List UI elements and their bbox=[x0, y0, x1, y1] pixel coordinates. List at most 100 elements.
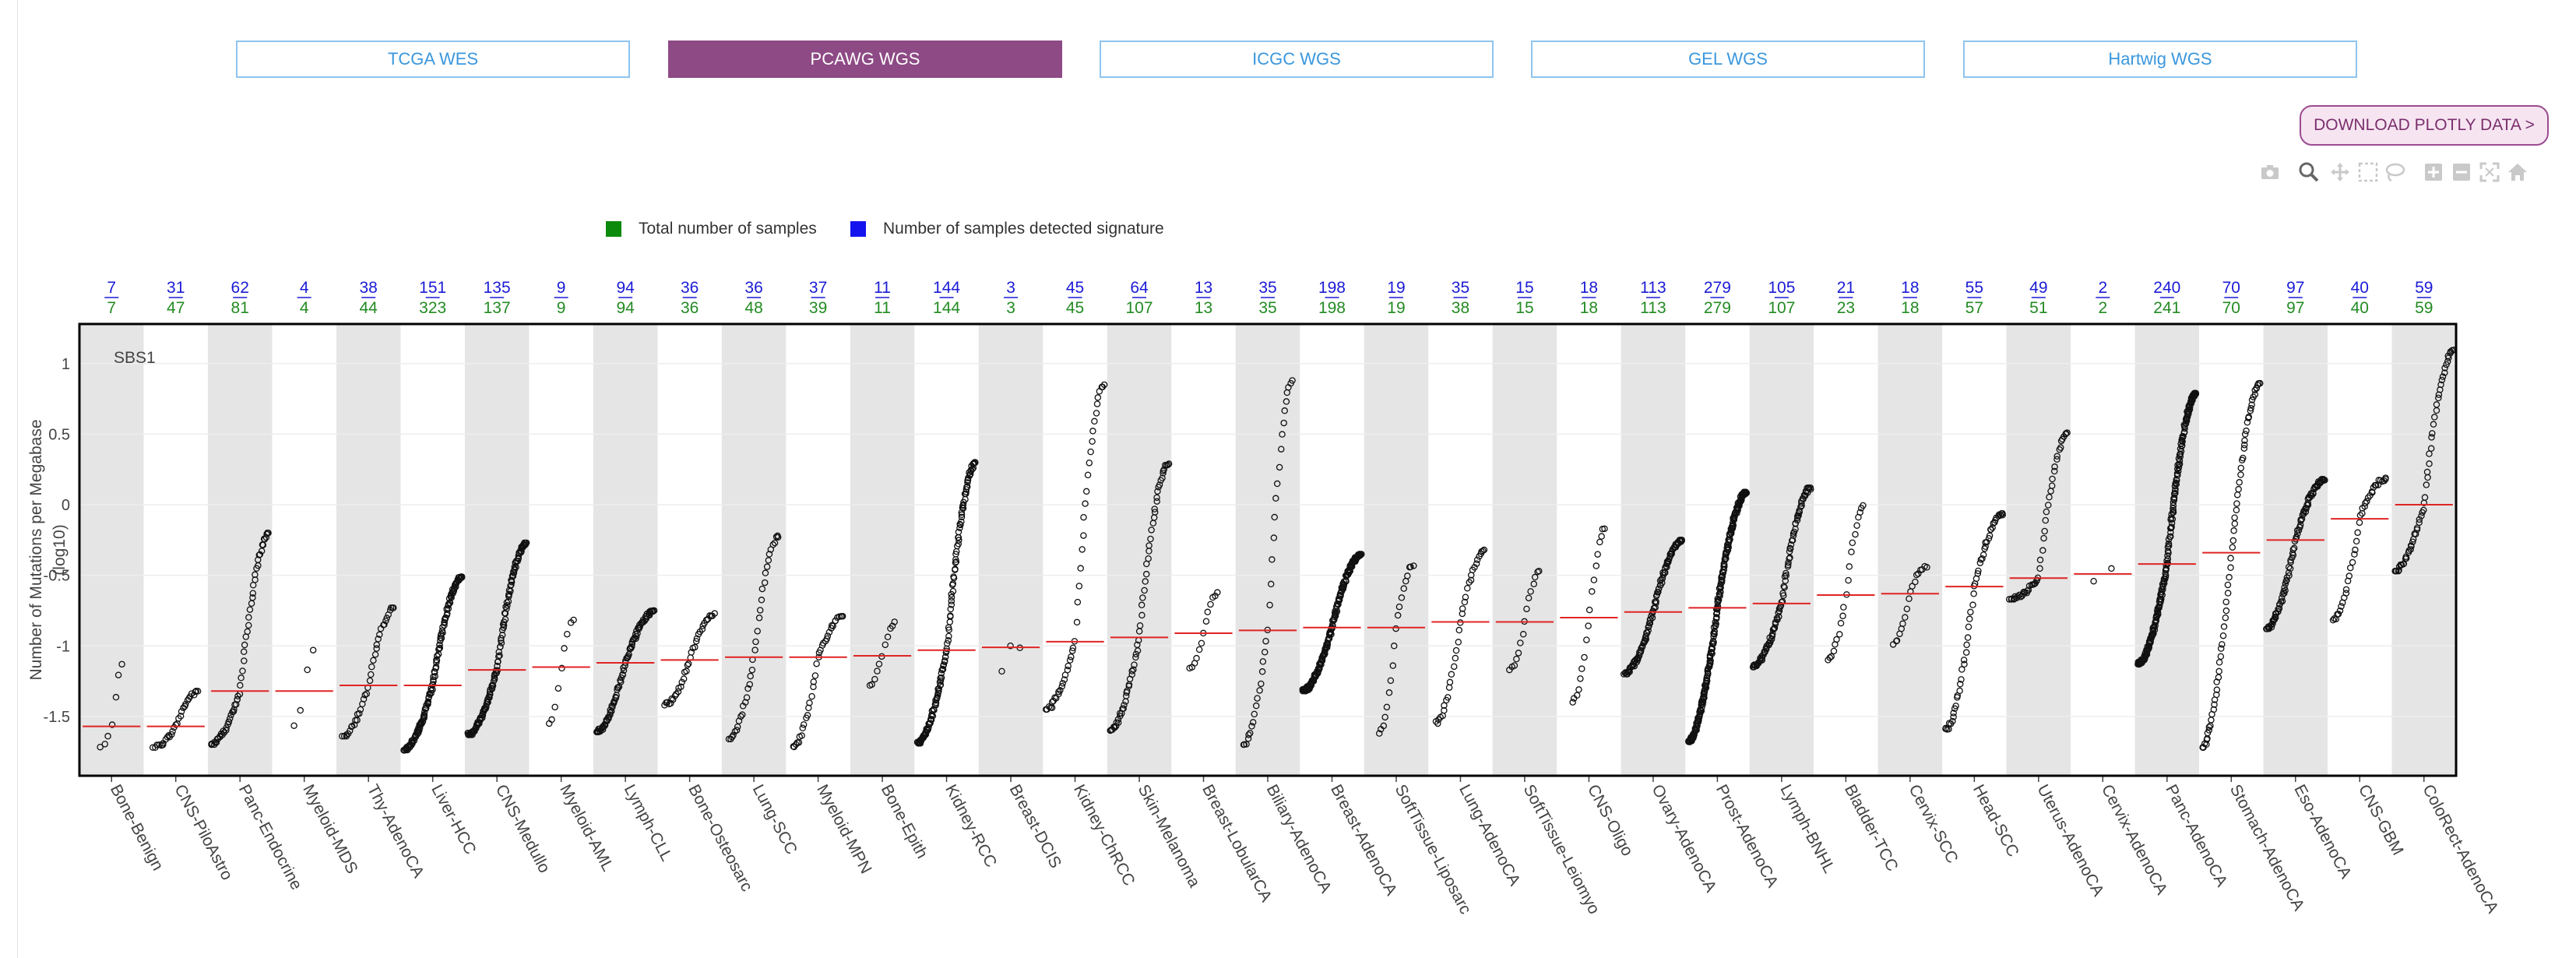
sample-point bbox=[1398, 594, 1406, 601]
sample-point bbox=[2245, 413, 2253, 421]
sample-point bbox=[1057, 687, 1064, 694]
sample-point bbox=[2346, 564, 2354, 572]
box-select-icon[interactable] bbox=[2356, 160, 2380, 184]
tab-icgc-wgs[interactable]: ICGC WGS bbox=[1100, 41, 1494, 78]
sample-point bbox=[2363, 498, 2370, 505]
total-count: 9 bbox=[557, 299, 566, 317]
sample-point bbox=[225, 718, 232, 725]
sample-point bbox=[1837, 619, 1845, 627]
reset-home-icon[interactable] bbox=[2506, 160, 2529, 184]
zoom-in-icon[interactable] bbox=[2422, 160, 2445, 184]
sample-point bbox=[1967, 608, 1974, 616]
tab-tcga-wes[interactable]: TCGA WES bbox=[236, 41, 630, 78]
sample-point bbox=[498, 635, 505, 642]
total-count: 39 bbox=[809, 299, 827, 317]
sample-point bbox=[762, 569, 769, 576]
category-band bbox=[721, 324, 787, 776]
sample-point bbox=[663, 699, 671, 706]
sample-point bbox=[964, 479, 971, 486]
sample-point bbox=[1147, 535, 1154, 543]
sample-point bbox=[2048, 482, 2056, 489]
sample-point bbox=[444, 610, 451, 617]
sample-point bbox=[2219, 641, 2226, 648]
sample-point bbox=[1950, 713, 1957, 720]
sample-point bbox=[2224, 590, 2232, 597]
sample-point bbox=[1165, 460, 1173, 467]
sample-point bbox=[674, 688, 682, 696]
sample-point bbox=[811, 672, 819, 679]
sample-point bbox=[1598, 533, 1605, 540]
sample-point bbox=[2215, 667, 2222, 675]
legend-detected-samples[interactable]: Number of samples detected signature bbox=[850, 220, 1164, 238]
sample-point bbox=[1073, 618, 1081, 626]
sample-point bbox=[2289, 546, 2297, 553]
sample-point bbox=[1950, 710, 1957, 717]
sample-point bbox=[428, 689, 435, 697]
sample-point bbox=[884, 633, 892, 641]
sample-point bbox=[177, 713, 185, 720]
sample-points-softtissue-leiomyo bbox=[1506, 567, 1543, 674]
sample-point bbox=[1455, 639, 1462, 646]
x-tick-label: Bone-Osteosarc bbox=[684, 782, 756, 895]
y-tick-label: 0.5 bbox=[48, 426, 70, 443]
sample-point bbox=[1385, 689, 1393, 696]
detected-count: 31 bbox=[167, 279, 185, 297]
sample-point bbox=[944, 639, 951, 647]
sample-point bbox=[1594, 551, 1601, 558]
sample-point bbox=[1960, 657, 1968, 664]
tab-hartwig-wgs[interactable]: Hartwig WGS bbox=[1963, 41, 2357, 78]
legend-total-samples[interactable]: Total number of samples bbox=[606, 220, 817, 238]
autoscale-icon[interactable] bbox=[2478, 160, 2501, 184]
sample-point bbox=[628, 643, 635, 650]
sample-point bbox=[2173, 476, 2180, 484]
sample-point bbox=[2356, 519, 2363, 527]
sample-point bbox=[2310, 490, 2317, 498]
detected-count: 59 bbox=[2415, 279, 2433, 297]
sample-point bbox=[950, 573, 957, 580]
sample-point bbox=[2164, 544, 2172, 551]
sample-point bbox=[2163, 562, 2170, 569]
sample-point bbox=[1961, 660, 1968, 668]
sample-point bbox=[1069, 644, 1077, 652]
sample-point bbox=[1407, 563, 1414, 571]
camera-icon[interactable] bbox=[2258, 160, 2282, 184]
sample-point bbox=[2222, 607, 2230, 615]
sample-point bbox=[1795, 512, 1802, 520]
sample-point bbox=[2168, 523, 2175, 530]
tab-pcawg-wgs[interactable]: PCAWG WGS bbox=[668, 41, 1062, 78]
zoom-icon[interactable] bbox=[2297, 160, 2321, 184]
pan-icon[interactable] bbox=[2328, 160, 2352, 184]
sample-point bbox=[711, 610, 718, 617]
sample-points-biliary-adenoca bbox=[1240, 377, 1296, 748]
sample-point bbox=[1577, 675, 1584, 682]
lasso-icon[interactable] bbox=[2383, 160, 2406, 184]
total-count: 23 bbox=[1837, 299, 1855, 317]
sample-point bbox=[2441, 365, 2448, 372]
sample-point bbox=[192, 688, 199, 696]
sample-point bbox=[1523, 605, 1530, 613]
sample-point bbox=[1252, 702, 1260, 710]
sample-point bbox=[1145, 555, 1152, 562]
sample-point bbox=[1272, 495, 1279, 502]
sample-point bbox=[245, 614, 252, 621]
detected-count: 7 bbox=[107, 279, 116, 297]
sample-point bbox=[2217, 645, 2225, 652]
sample-point bbox=[1645, 622, 1652, 630]
sample-point bbox=[972, 459, 979, 466]
total-count: 279 bbox=[1704, 299, 1731, 317]
zoom-out-icon[interactable] bbox=[2450, 160, 2473, 184]
sample-point bbox=[1678, 537, 1685, 544]
sample-point bbox=[112, 693, 120, 701]
sample-point bbox=[241, 657, 248, 664]
sample-point bbox=[955, 540, 962, 548]
download-plotly-data-button[interactable]: DOWNLOAD PLOTLY DATA > bbox=[2300, 105, 2549, 146]
tab-gel-wgs[interactable]: GEL WGS bbox=[1531, 41, 1925, 78]
sample-point bbox=[2211, 701, 2218, 708]
sample-points-colorect-adenoca bbox=[2391, 347, 2458, 575]
sample-points-bladder-tcc bbox=[1825, 502, 1867, 664]
detected-count: 35 bbox=[1258, 279, 1276, 297]
sample-point bbox=[1151, 505, 1158, 512]
sample-point bbox=[389, 604, 397, 611]
sample-point bbox=[2272, 614, 2279, 621]
sample-point bbox=[172, 721, 180, 728]
